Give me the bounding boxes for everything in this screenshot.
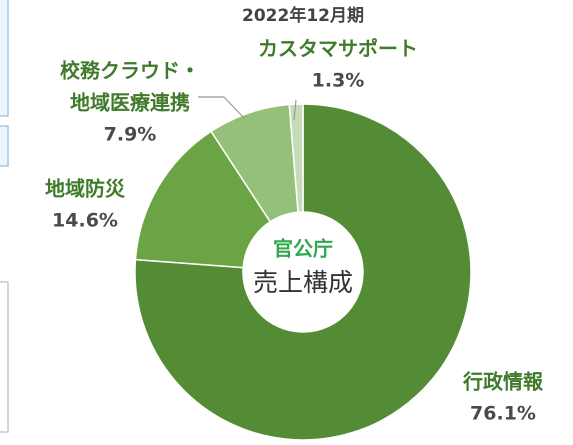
category-label: 行政情報 — [462, 370, 544, 394]
chart-title: 2022年12月期 — [242, 5, 364, 26]
value-label: 76.1% — [470, 403, 536, 425]
side-panel — [0, 281, 9, 433]
center-label: 売上構成 — [253, 268, 353, 297]
leader-line — [223, 96, 245, 119]
value-label: 1.3% — [312, 70, 365, 92]
category-label: 地域防災 — [45, 177, 126, 201]
leader-line — [293, 99, 297, 121]
category-label: 校務クラウド・ — [60, 59, 200, 83]
category-label: カスタマサポート — [258, 37, 418, 61]
donut — [134, 103, 472, 441]
value-label: 7.9% — [104, 124, 157, 146]
side-panel — [0, 0, 9, 117]
value-label: 14.6% — [52, 210, 118, 232]
donut-hole — [243, 212, 363, 332]
slice — [134, 103, 472, 441]
side-panel — [0, 125, 9, 167]
center-label: 官公庁 — [273, 237, 333, 261]
category-label: 地域医療連携 — [70, 91, 190, 115]
